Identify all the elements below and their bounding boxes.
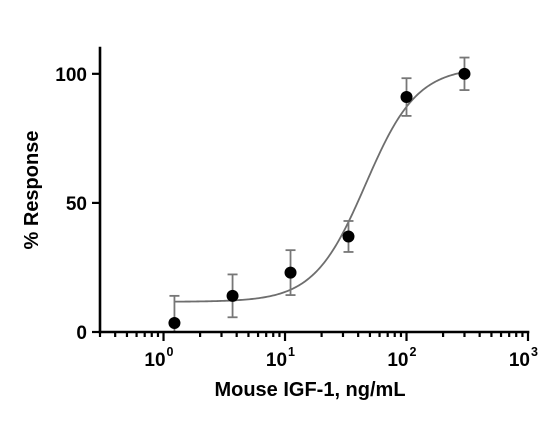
x-tick-label-exponent: 0 bbox=[167, 345, 174, 359]
y-tick-label: 100 bbox=[55, 65, 87, 86]
x-tick-label: 10 3 bbox=[509, 345, 538, 371]
x-tick-label: 10 0 bbox=[144, 345, 173, 371]
y-tick-label: 0 bbox=[76, 323, 87, 344]
data-point bbox=[458, 67, 471, 80]
x-tick-label: 10 2 bbox=[387, 345, 416, 371]
data-point bbox=[226, 289, 239, 302]
data-point bbox=[284, 266, 297, 279]
x-tick-label-base: 10 bbox=[266, 350, 287, 371]
y-ticks: 0 50 100 bbox=[55, 65, 100, 344]
x-tick-label: 10 1 bbox=[266, 345, 295, 371]
x-tick-label-base: 10 bbox=[387, 350, 408, 371]
y-axis-title: % Response bbox=[21, 131, 43, 250]
data-point bbox=[400, 91, 413, 104]
x-tick-label-exponent: 1 bbox=[288, 345, 295, 359]
x-tick-label-exponent: 2 bbox=[410, 345, 417, 359]
data-points-layer bbox=[168, 67, 471, 329]
data-point bbox=[342, 230, 355, 243]
x-tick-label-exponent: 3 bbox=[531, 345, 538, 359]
x-tick-label-base: 10 bbox=[509, 350, 530, 371]
fit-curve-layer bbox=[173, 71, 466, 303]
x-ticks: 10 0 10 1 10 2 10 3 bbox=[98, 332, 538, 371]
x-axis-title: Mouse IGF-1, ng/mL bbox=[214, 379, 405, 401]
x-tick-label-base: 10 bbox=[144, 350, 165, 371]
data-point bbox=[168, 316, 181, 329]
y-tick-label: 50 bbox=[66, 194, 87, 215]
fit-curve bbox=[173, 71, 466, 303]
error-bars-layer bbox=[169, 56, 470, 332]
